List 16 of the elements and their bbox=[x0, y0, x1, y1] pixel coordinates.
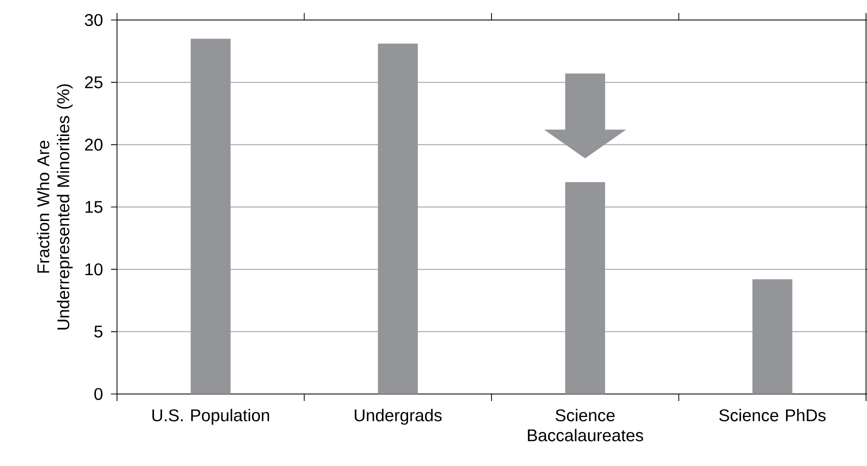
x-tick-label: Undergrads bbox=[354, 408, 442, 425]
bar bbox=[565, 182, 606, 394]
y-tick-label: 30 bbox=[84, 14, 102, 26]
x-tick-label: U.S. Population bbox=[152, 408, 270, 425]
bar bbox=[190, 38, 231, 394]
bar bbox=[378, 44, 418, 394]
y-tick-label: 5 bbox=[94, 326, 102, 338]
x-tick-label: Science PhDs bbox=[719, 408, 826, 422]
y-tick-label: 15 bbox=[86, 201, 102, 213]
y-tick-label: 10 bbox=[86, 263, 102, 276]
bar bbox=[752, 279, 792, 394]
y-tick-label: 20 bbox=[85, 138, 102, 151]
y-tick-label: 0 bbox=[94, 388, 102, 400]
y-tick-label: 25 bbox=[85, 76, 102, 88]
x-tick-label: Science Baccalaureates bbox=[528, 408, 644, 442]
y-axis-title: Fraction Who Are Underrepresented Minorities (%) bbox=[36, 84, 73, 330]
